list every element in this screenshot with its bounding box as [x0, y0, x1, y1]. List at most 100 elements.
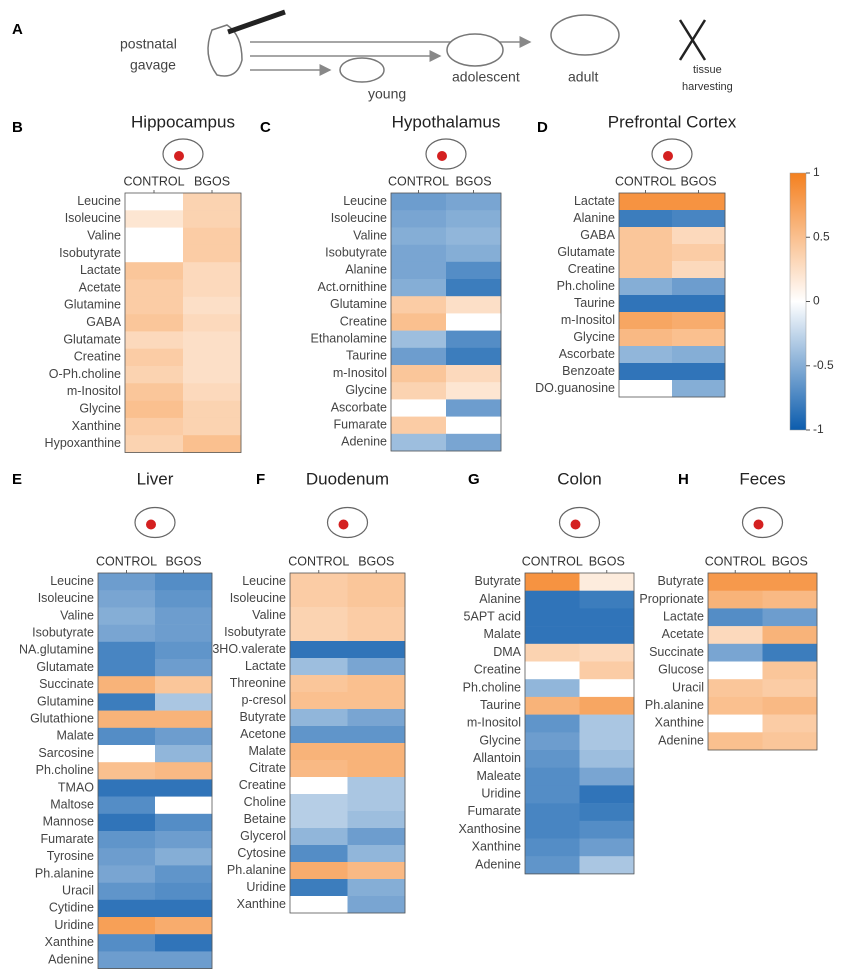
- heatmap-cell: [125, 401, 183, 419]
- row-label: Malate: [483, 627, 521, 641]
- row-label: Ethanolamine: [311, 331, 387, 345]
- heatmap-cell: [446, 193, 501, 211]
- heatmap-cell: [580, 626, 635, 644]
- panel-letter: B: [12, 119, 23, 136]
- row-label: Ph.alanine: [645, 698, 704, 712]
- row-label: Uridine: [246, 880, 286, 894]
- heatmap-cell: [183, 383, 241, 401]
- heatmap-cell: [183, 193, 241, 211]
- heatmap-cell: [619, 193, 672, 210]
- heatmap-cell: [290, 896, 348, 913]
- heatmap-cell: [446, 382, 501, 400]
- row-label: Glutamate: [63, 332, 121, 346]
- heatmap-cell: [446, 296, 501, 314]
- heatmap-cell: [708, 644, 763, 662]
- row-label: Lactate: [663, 610, 704, 624]
- heatmap-cell: [391, 399, 446, 417]
- heatmap-cell: [155, 900, 212, 918]
- row-label: Isoleucine: [38, 591, 94, 605]
- row-label: Adenine: [658, 733, 704, 747]
- heatmap-cell: [763, 644, 818, 662]
- heatmap-cell: [98, 848, 155, 866]
- heatmap-cell: [348, 828, 406, 845]
- heatmap-title: Duodenum: [306, 469, 389, 488]
- row-label: Acetate: [79, 280, 121, 294]
- heatmap-cell: [98, 797, 155, 815]
- row-label: Xanthosine: [458, 822, 521, 836]
- row-label: O-Ph.choline: [49, 367, 121, 381]
- heatmap-cell: [155, 573, 212, 591]
- heatmap-cell: [672, 210, 725, 227]
- heatmap-cell: [580, 785, 635, 803]
- heatmap-cell: [155, 917, 212, 935]
- heatmap-cell: [672, 244, 725, 261]
- heatmap-cell: [155, 762, 212, 780]
- row-label: Hypoxanthine: [45, 436, 121, 450]
- heatmap-cell: [125, 349, 183, 367]
- row-label: Ph.choline: [36, 763, 94, 777]
- heatmap-cell: [672, 346, 725, 363]
- heatmap-cell: [98, 865, 155, 883]
- heatmap-title: Hippocampus: [131, 112, 235, 131]
- heatmap-cell: [348, 743, 406, 760]
- column-label: BGOS: [165, 554, 201, 568]
- heatmap-cell: [98, 934, 155, 952]
- heatmap-cell: [672, 261, 725, 278]
- heatmap-cell: [98, 745, 155, 763]
- heatmap-cell: [708, 626, 763, 644]
- heatmap-cell: [763, 697, 818, 715]
- colorbar-tick-label: -0.5: [813, 358, 834, 372]
- row-label: Glutamine: [64, 298, 121, 312]
- row-label: Creatine: [340, 314, 387, 328]
- heatmap-cell: [183, 435, 241, 453]
- row-label: Fumarate: [468, 804, 522, 818]
- heatmap-cell: [155, 711, 212, 729]
- heatmap-cell: [580, 732, 635, 750]
- heatmap-cell: [290, 845, 348, 862]
- heatmap-cell: [446, 262, 501, 280]
- row-label: Mannose: [43, 815, 94, 829]
- heatmap-cell: [391, 279, 446, 297]
- heatmap-cell: [98, 625, 155, 643]
- heatmap-cell: [708, 732, 763, 750]
- row-label: Ph.alanine: [227, 863, 286, 877]
- row-label: Glycine: [79, 402, 121, 416]
- figure: A postnatal gavage young adolescent adul…: [0, 0, 849, 970]
- heatmap-cell: [125, 418, 183, 436]
- column-label: BGOS: [358, 554, 394, 568]
- heatmap-cell: [183, 210, 241, 228]
- row-label: Valine: [60, 608, 94, 622]
- heatmap-cell: [708, 608, 763, 626]
- column-label: BGOS: [194, 174, 230, 188]
- heatmap-cell: [672, 329, 725, 346]
- heatmap-cell: [98, 762, 155, 780]
- row-label: Ascorbate: [331, 400, 387, 414]
- heatmap-cell: [155, 728, 212, 746]
- heatmap-cell: [290, 726, 348, 743]
- heatmap-cell: [446, 245, 501, 263]
- heatmap-cell: [290, 573, 348, 590]
- heatmap-cell: [672, 363, 725, 380]
- heatmap-cell: [125, 435, 183, 453]
- heatmap-cell: [125, 228, 183, 246]
- row-label: Xanthine: [72, 419, 121, 433]
- row-label: Allantoin: [473, 751, 521, 765]
- diagram-label: tissue: [693, 64, 722, 76]
- heatmap-cell: [580, 750, 635, 768]
- row-label: Valine: [353, 228, 387, 242]
- heatmap-cell: [98, 917, 155, 935]
- row-label: Glutamine: [37, 694, 94, 708]
- row-label: Glucose: [658, 663, 704, 677]
- row-label: Glycine: [345, 383, 387, 397]
- heatmap-cell: [98, 814, 155, 832]
- heatmap-cell: [391, 296, 446, 314]
- heatmap-cell: [446, 279, 501, 297]
- row-label: Lactate: [245, 659, 286, 673]
- heatmap-cell: [619, 261, 672, 278]
- heatmap-cell: [98, 573, 155, 591]
- row-label: 5APT acid: [464, 610, 521, 624]
- heatmap-cell: [391, 331, 446, 349]
- heatmap-cell: [391, 245, 446, 263]
